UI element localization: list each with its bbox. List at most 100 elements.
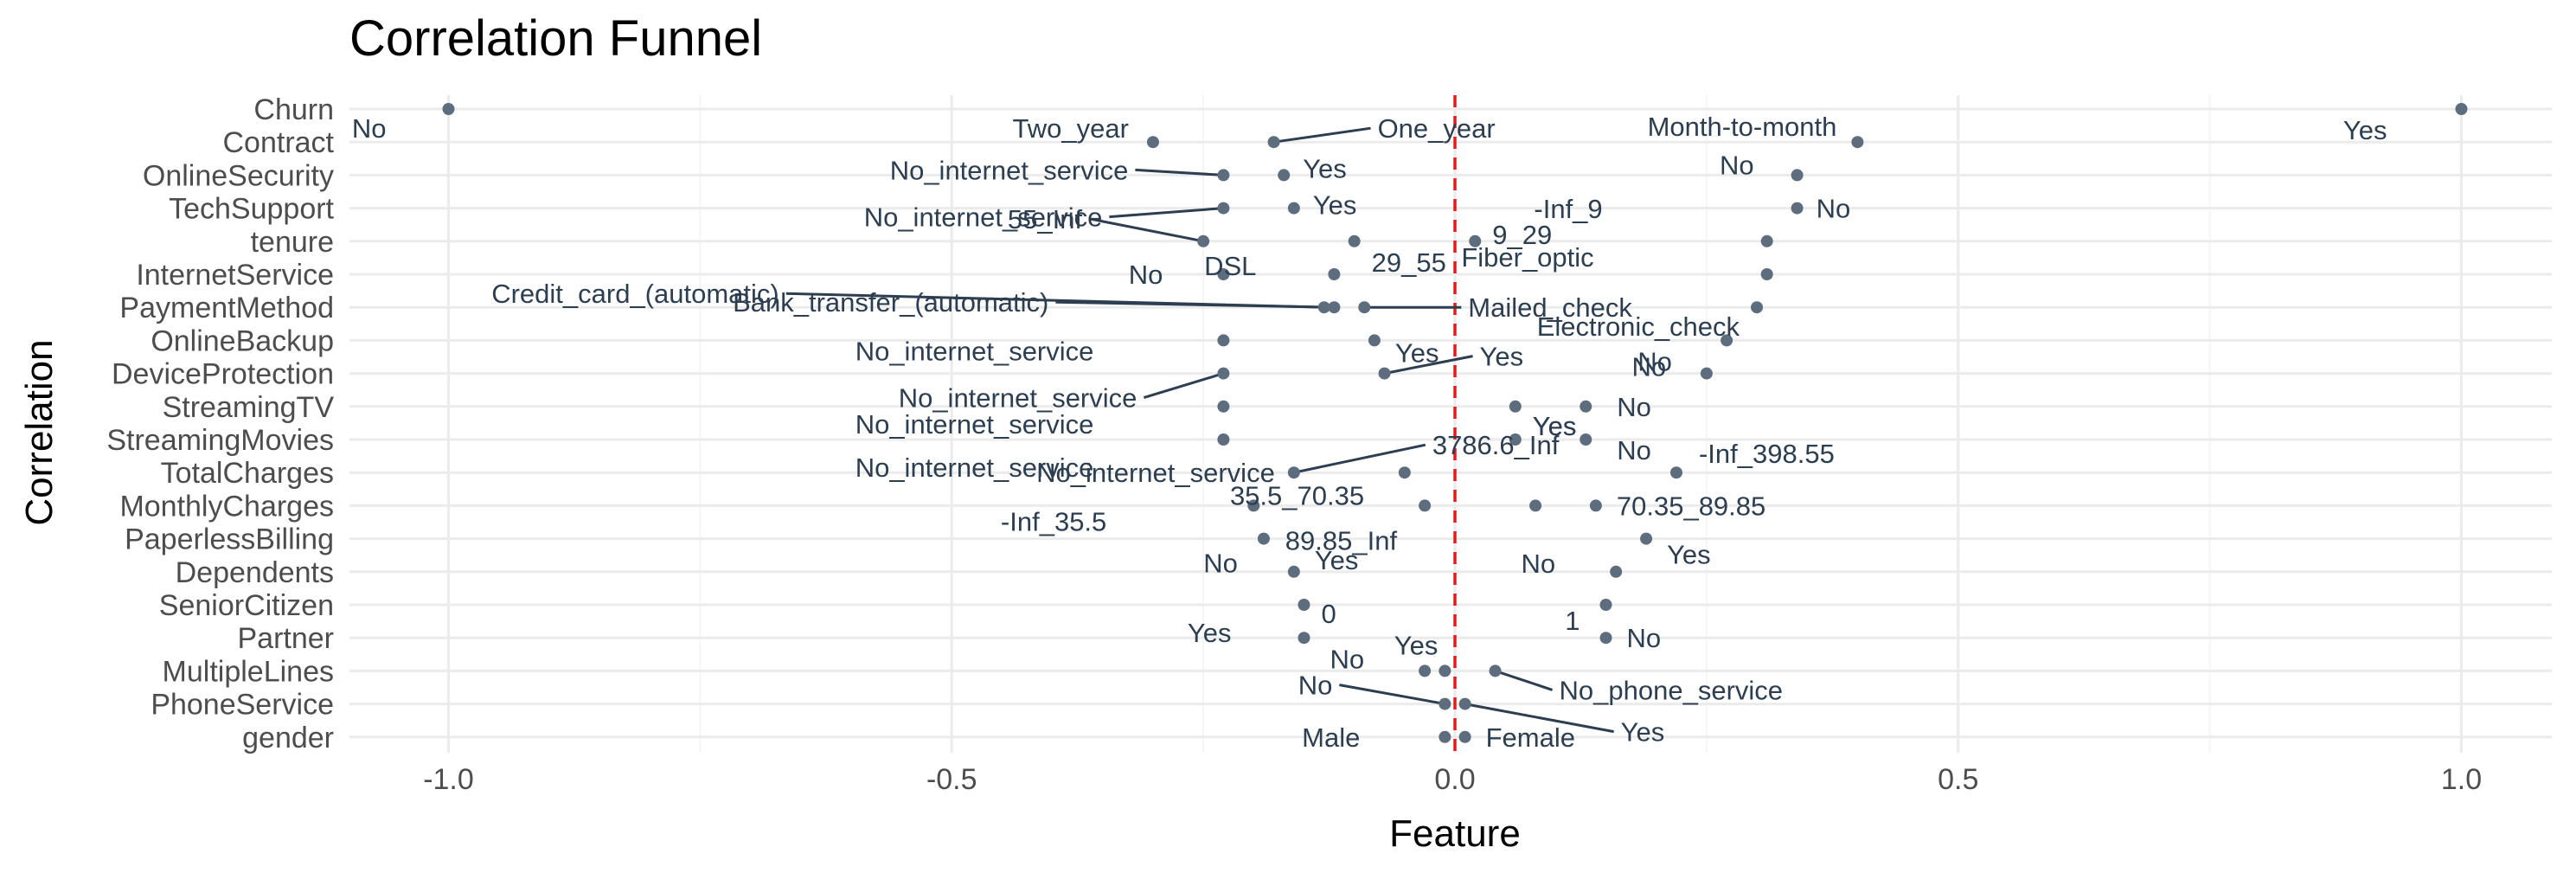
data-point (1368, 334, 1381, 347)
label-leader-line (1135, 168, 1224, 177)
point-label: Yes (1667, 540, 1711, 570)
y-tick-label: InternetService (136, 259, 334, 292)
data-point (1358, 301, 1371, 314)
data-point (1751, 301, 1764, 314)
data-point (1791, 202, 1804, 215)
data-point (1419, 664, 1432, 677)
label-leader-line (1495, 669, 1554, 691)
point-label: 35.5_70.35 (1230, 480, 1364, 510)
point-label: Yes (1188, 618, 1232, 648)
point-label: 3786.6_Inf (1432, 430, 1560, 460)
point-label: Credit_card_(automatic) (491, 279, 779, 309)
data-point (1317, 301, 1330, 314)
y-tick-label: tenure (251, 226, 334, 259)
point-label: No (1298, 671, 1333, 701)
data-point (1599, 599, 1612, 611)
data-point (1217, 202, 1230, 215)
y-tick-label: SeniorCitizen (159, 589, 334, 622)
point-label: Yes (2343, 115, 2387, 145)
label-leader-line (1273, 126, 1371, 144)
data-point (1851, 136, 1864, 149)
chart-title: Correlation Funnel (349, 10, 762, 67)
plot-grid (349, 95, 2552, 753)
data-point (1509, 433, 1522, 446)
data-point (1580, 400, 1592, 413)
point-label: 0 (1321, 599, 1336, 629)
y-tick-label: Contract (223, 126, 335, 159)
point-label: No (1617, 435, 1651, 465)
point-label: DSL (1204, 251, 1256, 281)
point-label: No (1817, 194, 1851, 224)
x-tick-label: 0.5 (1938, 763, 1978, 796)
y-tick-label: TotalCharges (161, 457, 334, 490)
x-tick-label: 0.0 (1434, 763, 1475, 796)
data-point (1146, 136, 1159, 149)
label-leader-lines (785, 126, 1614, 734)
data-point (1760, 268, 1773, 280)
point-label: One_year (1378, 113, 1496, 144)
y-tick-label: MultipleLines (163, 655, 334, 688)
data-point (1669, 466, 1682, 479)
data-point (1760, 234, 1773, 247)
data-point (1469, 234, 1482, 247)
y-tick-label: PhoneService (151, 689, 334, 722)
point-label: No (1203, 549, 1238, 579)
point-label: Yes (1394, 630, 1439, 660)
data-point (1700, 367, 1713, 380)
data-point (1599, 632, 1612, 645)
point-label: Female (1486, 722, 1575, 753)
data-point (1721, 334, 1733, 347)
point-label: Two_year (1013, 113, 1129, 144)
data-point (1287, 202, 1300, 215)
y-axis-tick-labels: ChurnContractOnlineSecurityTechSupportte… (106, 93, 334, 754)
point-label: Yes (1395, 337, 1439, 368)
point-label: 29_55 (1372, 247, 1446, 278)
data-point (1197, 234, 1210, 247)
data-points (442, 103, 2468, 743)
point-label: Yes (1313, 190, 1357, 221)
data-point (1217, 268, 1230, 280)
point-label: No (1627, 623, 1662, 653)
point-label: No (1617, 392, 1651, 422)
point-label: No (1330, 644, 1364, 674)
point-label: Bank_transfer_(automatic) (733, 287, 1048, 318)
data-point (1439, 697, 1451, 710)
point-label: No_internet_service (855, 409, 1094, 440)
point-label: 89.85_Inf (1285, 525, 1398, 555)
y-axis-title: Correlation (18, 339, 61, 525)
point-label: Yes (1533, 411, 1577, 441)
data-point (1217, 433, 1230, 446)
point-label: 9_29 (1492, 220, 1552, 250)
y-tick-label: OnlineSecurity (143, 159, 334, 192)
data-point (1419, 499, 1432, 512)
y-tick-label: StreamingTV (163, 391, 335, 424)
point-label: 1 (1565, 606, 1580, 636)
y-tick-label: DeviceProtection (112, 358, 334, 391)
label-leader-line (1384, 355, 1473, 376)
data-point (2455, 103, 2468, 115)
data-point (1458, 697, 1471, 710)
data-point (1378, 367, 1391, 380)
label-leader-line (1464, 703, 1614, 734)
point-label: No_internet_service (1036, 458, 1275, 488)
label-leader-line (1339, 684, 1445, 706)
point-label: No (1637, 347, 1672, 377)
point-label: No_internet_service (864, 202, 1103, 233)
point-label: Mailed_check (1468, 292, 1632, 323)
y-tick-label: Partner (238, 622, 335, 655)
point-label: No (1632, 351, 1667, 382)
x-tick-label: -0.5 (926, 763, 977, 796)
label-leader-line (1055, 300, 1335, 309)
point-label: 70.35_89.85 (1617, 491, 1765, 521)
y-tick-label: gender (242, 722, 334, 754)
point-label: No (1522, 549, 1556, 579)
point-label: -Inf_9 (1534, 194, 1602, 224)
point-label: Yes (1303, 153, 1347, 183)
data-point (1298, 599, 1310, 611)
data-point (1278, 169, 1291, 182)
point-label: 55_Inf (1008, 204, 1083, 234)
data-point (1267, 136, 1280, 149)
label-leader-line (1088, 217, 1204, 243)
x-tick-label: -1.0 (423, 763, 474, 796)
data-point (1580, 433, 1592, 446)
